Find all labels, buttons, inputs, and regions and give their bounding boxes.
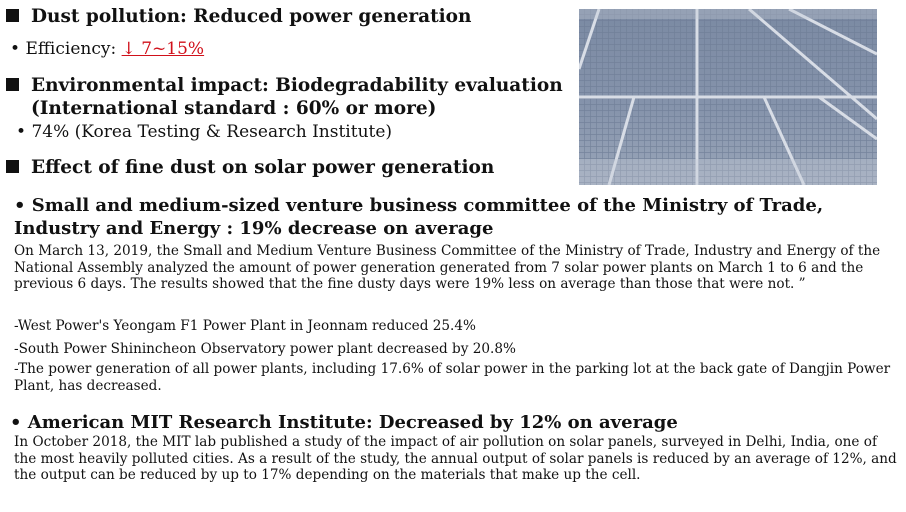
committee-title-line1: • Small and medium-sized venture busines… xyxy=(14,195,824,216)
committee-item-1: -West Power's Yeongam F1 Power Plant in … xyxy=(14,318,476,334)
mit-title: • American MIT Research Institute: Decre… xyxy=(10,412,678,433)
efficiency-value: ↓ 7~15% xyxy=(121,39,205,59)
square-bullet-icon xyxy=(6,160,19,173)
efficiency-label: Efficiency: xyxy=(25,39,122,59)
biodegradability-bullet: • 74% (Korea Testing & Research Institut… xyxy=(16,122,393,142)
efficiency-bullet: • Efficiency: ↓ 7~15% xyxy=(10,39,205,59)
committee-paragraph: On March 13, 2019, the Small and Medium … xyxy=(14,243,881,292)
committee-title-line2: Industry and Energy : 19% decrease on av… xyxy=(14,218,494,239)
mit-paragraph: In October 2018, the MIT lab published a… xyxy=(14,434,897,483)
solar-panel-photo xyxy=(579,9,877,185)
square-bullet-icon xyxy=(6,78,19,91)
heading-environmental-impact: Environmental impact: Biodegradability e… xyxy=(6,75,563,96)
committee-item-2: -South Power Shinincheon Observatory pow… xyxy=(14,341,516,357)
heading-fine-dust: Effect of fine dust on solar power gener… xyxy=(6,157,494,178)
committee-item-3: -The power generation of all power plant… xyxy=(14,361,891,394)
square-bullet-icon xyxy=(6,9,19,22)
dusty-solar-panel-image xyxy=(579,9,877,185)
heading-environmental-impact-line2: (International standard : 60% or more) xyxy=(31,98,437,119)
heading-dust-pollution: Dust pollution: Reduced power generation xyxy=(6,6,471,27)
